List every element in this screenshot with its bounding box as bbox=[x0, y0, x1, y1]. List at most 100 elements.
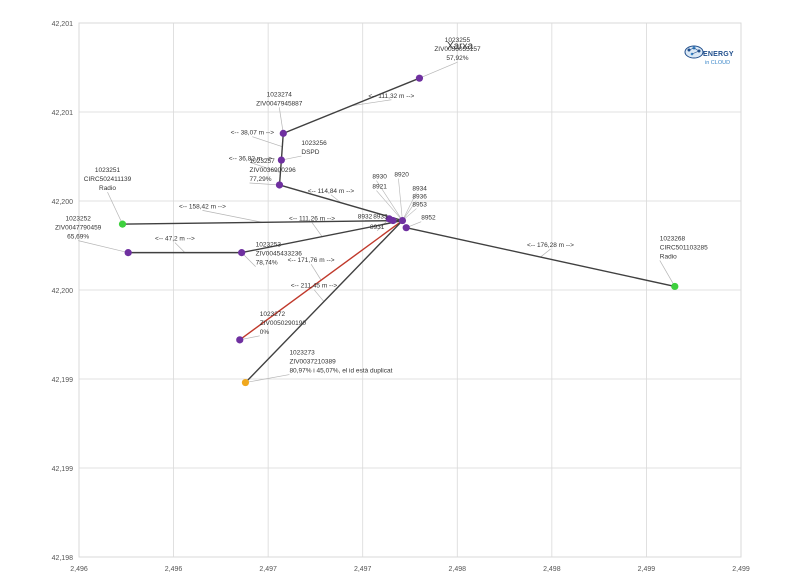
cluster-leader-line bbox=[402, 192, 417, 221]
point-label: ZIV0045433236 bbox=[256, 251, 303, 258]
label-leader-line bbox=[78, 240, 129, 253]
distance-leader-line bbox=[310, 264, 322, 281]
point-p1023256 bbox=[277, 156, 285, 164]
cloud-network-icon bbox=[684, 45, 704, 59]
distance-leader-line bbox=[330, 194, 342, 204]
distance-label: <-- 36,82 m --> bbox=[229, 156, 273, 163]
point-label: ZIV0047790459 bbox=[55, 225, 102, 232]
point-label: 1023256 bbox=[301, 140, 327, 147]
distance-leader-line bbox=[202, 210, 263, 223]
point-label: 1023274 bbox=[267, 91, 293, 98]
logo-text-line2: in CLOUD bbox=[705, 60, 731, 66]
point-label: 1023268 bbox=[660, 235, 686, 242]
distance-label: <-- 114,84 m --> bbox=[308, 188, 355, 195]
y-tick-label: 42,200 bbox=[52, 288, 74, 295]
point-label: 1023255 bbox=[445, 37, 471, 44]
cluster-leader-line bbox=[398, 178, 403, 221]
x-axis-ticks: 2,496 2,496 2,497 2,497 2,498 2,498 2,499 2,499 bbox=[70, 566, 750, 573]
point-label: 1023272 bbox=[260, 311, 286, 318]
x-tick-label: 2,499 bbox=[638, 566, 656, 573]
point-label: CIRC501103285 bbox=[660, 244, 708, 251]
distance-label: <-- 176,28 m --> bbox=[527, 242, 574, 249]
point-label: 1023253 bbox=[256, 242, 282, 249]
point-label: ZIV0050290190 bbox=[260, 320, 307, 327]
y-tick-label: 42,201 bbox=[52, 110, 74, 117]
cluster-label: 8920 bbox=[394, 172, 409, 179]
x-tick-label: 2,499 bbox=[732, 566, 750, 573]
connection-line bbox=[283, 77, 420, 135]
point-label: 1023251 bbox=[95, 167, 121, 174]
cluster-leader-line bbox=[376, 190, 403, 221]
label-leader-line bbox=[659, 260, 676, 287]
point-c8952 bbox=[402, 224, 410, 232]
point-label: 8933 bbox=[373, 214, 388, 221]
grid bbox=[78, 22, 742, 558]
cluster-leader-line bbox=[376, 180, 403, 221]
point-p1023274 bbox=[279, 129, 287, 137]
point-label: 1023257 bbox=[249, 158, 275, 165]
distance-label: <-- 111,26 m --> bbox=[289, 216, 335, 223]
point-label: 80,97% i 45,07%, el id està duplicat bbox=[289, 368, 392, 375]
point-label: 8931 bbox=[370, 224, 385, 231]
point-label: 1023252 bbox=[66, 216, 92, 223]
connection-line bbox=[244, 220, 403, 384]
y-tick-label: 42,198 bbox=[52, 555, 74, 562]
connection-line bbox=[279, 184, 403, 222]
connection-line bbox=[122, 219, 403, 225]
y-tick-label: 42,199 bbox=[52, 377, 74, 384]
distance-leader-line bbox=[311, 222, 323, 237]
point-p1023257 bbox=[275, 181, 284, 189]
distance-label: <-- 47,2 m --> bbox=[155, 236, 195, 243]
distance-leader-line bbox=[250, 162, 281, 173]
x-tick-label: 2,496 bbox=[70, 566, 88, 573]
distance-label: <-- 158,42 m --> bbox=[179, 203, 226, 210]
point-p1023272 bbox=[236, 336, 244, 344]
point-label: 78,74% bbox=[256, 260, 278, 267]
cluster-label: 8930 bbox=[372, 174, 387, 181]
distance-leader-line bbox=[313, 289, 325, 302]
point-labels: 1023255 ZIV0036055157 57,92% 1023274 ZIV0047… bbox=[55, 37, 708, 374]
x-tick-label: 2,498 bbox=[449, 566, 467, 573]
point-label: ZIV0037210389 bbox=[289, 359, 336, 366]
distance-label: <-- 111,32 m --> bbox=[368, 93, 414, 100]
point-c8932 bbox=[389, 216, 397, 225]
label-leader-line bbox=[419, 61, 458, 79]
point-label: ZIV0047945887 bbox=[256, 100, 303, 107]
chart-title: Xarxa bbox=[447, 41, 474, 52]
distance-label: <-- 171,76 m --> bbox=[288, 257, 335, 264]
cluster-label: 8953 bbox=[412, 202, 427, 209]
point-label: CIRC502411139 bbox=[84, 176, 132, 183]
points bbox=[118, 74, 679, 387]
point-p1023273 bbox=[241, 378, 250, 387]
y-axis-ticks: 42,201 42,201 42,200 42,200 42,199 42,199 42,1… bbox=[52, 21, 74, 562]
point-label: 57,92% bbox=[446, 55, 468, 62]
point-p1023268 bbox=[671, 282, 679, 291]
cluster-leader-line bbox=[402, 200, 417, 221]
point-label: ZIV0036055157 bbox=[434, 46, 481, 53]
connection-line bbox=[278, 160, 283, 186]
x-tick-label: 2,498 bbox=[543, 566, 561, 573]
connection-line bbox=[239, 220, 403, 341]
distance-leader-line bbox=[540, 248, 551, 258]
x-tick-label: 2,496 bbox=[165, 566, 183, 573]
point-label: Radio bbox=[99, 185, 116, 192]
connection-line bbox=[241, 219, 403, 254]
point-label: Radio bbox=[660, 253, 677, 260]
connection-line bbox=[280, 133, 284, 161]
point-c8933 bbox=[398, 216, 407, 225]
point-label: 65,69% bbox=[67, 234, 89, 241]
distance-leader-line bbox=[351, 99, 392, 107]
connections bbox=[122, 77, 675, 384]
distance-leader-line bbox=[174, 242, 186, 253]
label-leader-line bbox=[245, 374, 290, 383]
energy-in-cloud-logo: ENERGY in CLOUD bbox=[683, 40, 743, 78]
connection-line bbox=[406, 227, 675, 288]
point-label: ZIV0036900296 bbox=[249, 167, 296, 174]
label-leader-line bbox=[278, 107, 284, 134]
distance-label: <-- 38,07 m --> bbox=[231, 130, 275, 137]
point-label: DSPD bbox=[301, 149, 319, 156]
label-leader-line bbox=[249, 182, 280, 186]
point-p1023251 bbox=[118, 220, 127, 228]
distance-label: <-- 211,45 m --> bbox=[291, 283, 338, 290]
